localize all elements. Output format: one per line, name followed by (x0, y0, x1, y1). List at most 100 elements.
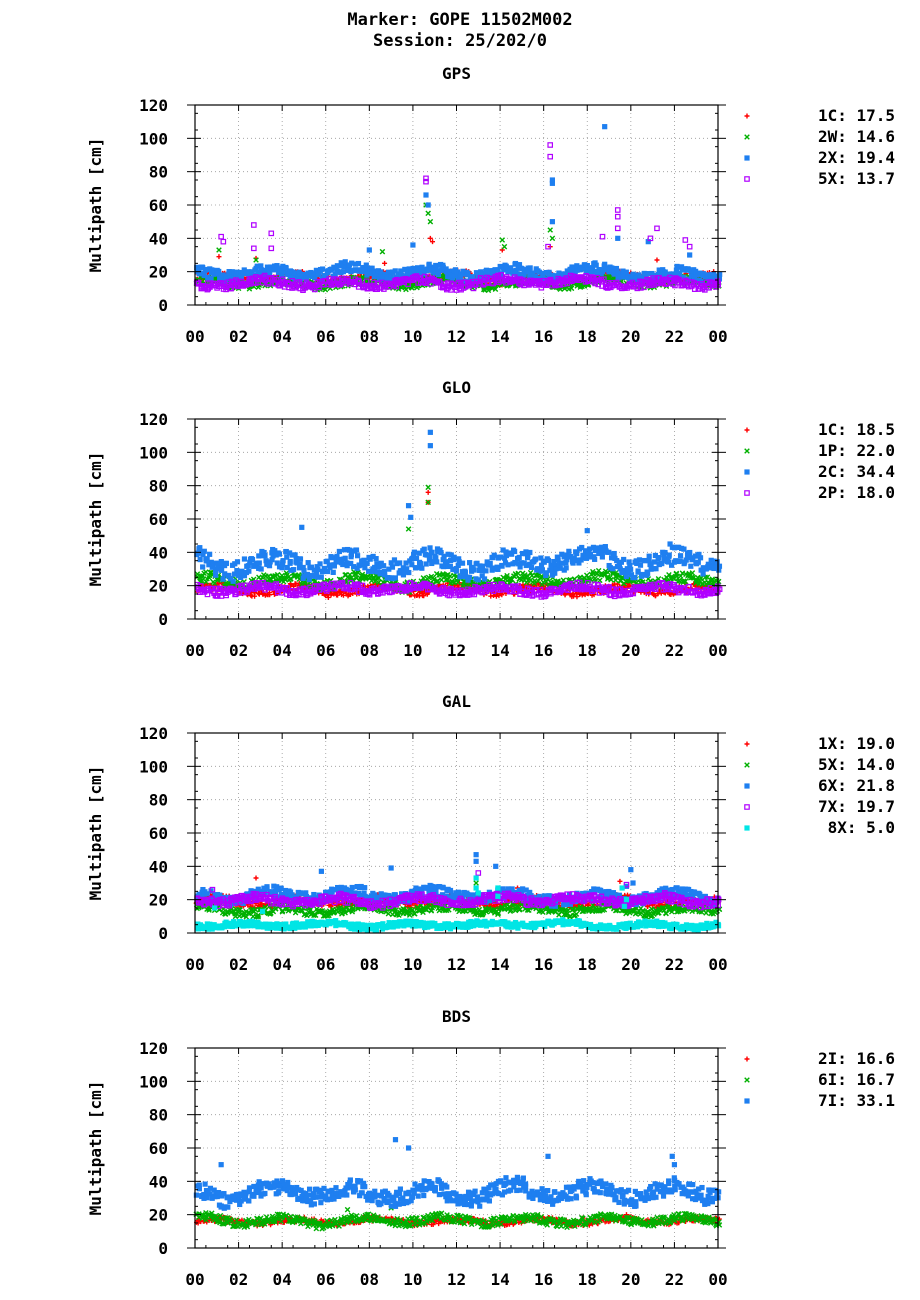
data-point (256, 560, 262, 566)
y-tick-label: 100 (139, 443, 168, 462)
data-point (334, 263, 340, 269)
data-point (356, 278, 362, 285)
data-point (197, 271, 204, 277)
data-point (554, 554, 560, 560)
data-point-outlier (427, 429, 433, 435)
data-point (258, 566, 264, 572)
data-point (481, 276, 487, 282)
data-point-outlier (499, 237, 506, 243)
data-point-outlier (599, 233, 606, 240)
data-point (280, 263, 286, 269)
data-point (278, 273, 285, 279)
legend-entry: 2X: 19.4 (818, 148, 895, 167)
data-points (193, 852, 723, 933)
data-point (673, 267, 680, 273)
data-point (322, 286, 329, 293)
data-point (488, 268, 494, 274)
session-title: Session: 25/202/0 (373, 31, 547, 51)
data-point-outlier (268, 245, 275, 252)
data-point (248, 556, 254, 562)
data-point (483, 267, 490, 273)
data-point (274, 263, 280, 269)
data-point-outlier (425, 202, 431, 208)
data-point (453, 568, 459, 574)
data-point (540, 270, 546, 276)
data-point (631, 272, 638, 278)
data-point (693, 272, 700, 278)
data-point (225, 279, 231, 286)
data-point (395, 271, 401, 277)
data-point (462, 568, 468, 574)
data-point (464, 272, 470, 278)
data-point-outlier (645, 239, 651, 245)
data-point (695, 559, 701, 565)
data-point (304, 572, 311, 578)
data-point (485, 271, 492, 277)
data-point (196, 267, 202, 274)
data-point (240, 270, 247, 277)
data-point (428, 281, 434, 287)
data-point-outlier (501, 243, 508, 250)
data-point (397, 560, 403, 566)
data-point (262, 552, 268, 559)
data-point (317, 561, 323, 567)
data-point (246, 568, 252, 574)
data-point (195, 279, 202, 286)
x-tick-label: 16 (534, 641, 553, 660)
data-point-outlier (425, 210, 431, 217)
data-point (280, 559, 286, 565)
data-point (228, 285, 234, 292)
data-point (483, 568, 489, 574)
data-point (599, 269, 606, 275)
data-point (234, 559, 241, 565)
data-point (492, 267, 498, 273)
legend-entry: 2P: 18.0 (818, 483, 895, 502)
x-tick-label: 08 (360, 327, 379, 346)
data-point (510, 268, 516, 274)
data-point (478, 269, 484, 275)
data-point (447, 268, 454, 274)
data-point (678, 264, 685, 270)
data-point (606, 269, 612, 275)
data-point (308, 269, 314, 276)
data-point (556, 270, 562, 276)
data-point (325, 269, 331, 275)
data-point (200, 564, 206, 570)
data-point (207, 551, 213, 557)
x-tick-label: 08 (360, 641, 379, 660)
data-point (266, 268, 273, 274)
panel-title: GLO (442, 378, 471, 397)
data-point (560, 271, 566, 277)
x-tick-label: 00 (708, 327, 727, 346)
data-point (440, 264, 446, 270)
data-point (375, 271, 381, 277)
x-tick-label: 18 (578, 327, 597, 346)
data-point (512, 261, 518, 267)
data-point (467, 560, 473, 566)
data-point (216, 268, 222, 275)
y-tick-label: 120 (139, 96, 168, 115)
data-point (517, 271, 523, 278)
data-point-outlier (654, 225, 660, 232)
data-point (359, 268, 365, 275)
data-point (621, 556, 627, 563)
data-point (217, 560, 223, 566)
data-point (201, 548, 207, 554)
y-tick-label: 40 (149, 229, 168, 248)
data-point (342, 555, 348, 561)
data-point (419, 264, 425, 270)
data-point (421, 546, 427, 552)
data-point (203, 266, 210, 273)
data-point (201, 272, 207, 279)
data-point (393, 283, 400, 290)
data-point (529, 271, 536, 277)
data-point (527, 265, 533, 271)
data-point (688, 563, 694, 569)
data-point (487, 560, 493, 567)
data-point-outlier (427, 218, 434, 225)
x-tick-label: 10 (403, 641, 422, 660)
data-point (527, 273, 533, 279)
data-point (656, 274, 662, 280)
